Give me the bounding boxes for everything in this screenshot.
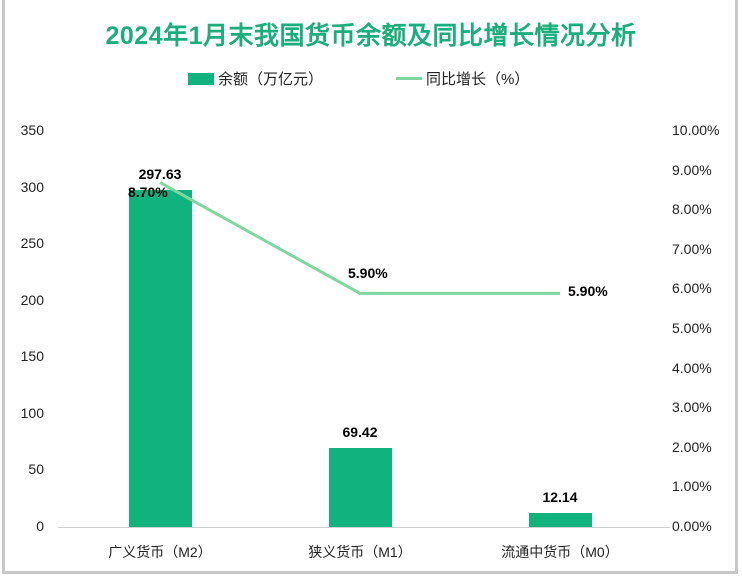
y-left-tick: 150 <box>20 348 44 365</box>
legend-label-growth: 同比增长（%） <box>426 71 530 88</box>
legend-item-growth[interactable]: 同比增长（%） <box>396 68 529 89</box>
legend-item-balance[interactable]: 余额（万亿元） <box>188 68 323 89</box>
line-value-label: 5.90% <box>568 283 608 300</box>
x-axis-label: 狭义货币（M1） <box>308 544 412 560</box>
x-axis-label: 广义货币（M2） <box>108 544 212 560</box>
y-left-tick: 100 <box>20 404 44 421</box>
bar-value-label: 12.14 <box>542 489 578 506</box>
line-value-label: 5.90% <box>348 265 388 282</box>
y-right-tick: 4.00% <box>672 359 712 376</box>
y-right-tick: 5.00% <box>672 320 712 336</box>
bar[interactable] <box>328 448 392 527</box>
y-right-tick: 6.00% <box>672 280 712 297</box>
legend: 余额（万亿元） 同比增长（%） <box>0 68 742 90</box>
y-left-tick: 50 <box>28 461 44 478</box>
line-swatch-icon <box>396 77 422 80</box>
x-axis-label: 流通中货币（M0） <box>501 544 619 560</box>
y-right-tick: 9.00% <box>672 161 712 178</box>
y-left-tick: 0 <box>36 518 44 534</box>
y-left-tick: 300 <box>20 178 44 195</box>
y-right-tick: 3.00% <box>672 399 712 416</box>
legend-label-balance: 余额（万亿元） <box>218 71 324 88</box>
bar[interactable] <box>528 513 592 527</box>
y-axis-right: 0.00% 1.00% 2.00% 3.00% 4.00% 5.00% 6.00% 7.00%… <box>672 0 742 580</box>
bar-value-label: 297.63 <box>138 166 182 183</box>
y-right-tick: 8.00% <box>672 201 712 218</box>
y-right-tick: 1.00% <box>672 478 712 495</box>
y-axis-left: 0 50 100 150 200 250 300 350 <box>0 0 44 580</box>
y-left-tick: 250 <box>20 235 44 252</box>
y-right-tick: 7.00% <box>672 240 712 257</box>
y-right-tick: 0.00% <box>672 518 712 534</box>
bar-value-label: 69.42 <box>342 424 378 441</box>
y-right-tick: 2.00% <box>672 438 712 455</box>
bar[interactable] <box>128 190 192 527</box>
line-value-label: 8.70% <box>128 184 168 201</box>
chart-title: 2024年1月末我国货币余额及同比增长情况分析 <box>105 22 637 50</box>
y-left-tick: 200 <box>20 291 44 308</box>
y-left-tick: 350 <box>20 122 44 138</box>
bar-swatch-icon <box>188 72 214 85</box>
y-right-tick: 10.00% <box>672 122 720 138</box>
x-axis-line <box>58 527 670 528</box>
